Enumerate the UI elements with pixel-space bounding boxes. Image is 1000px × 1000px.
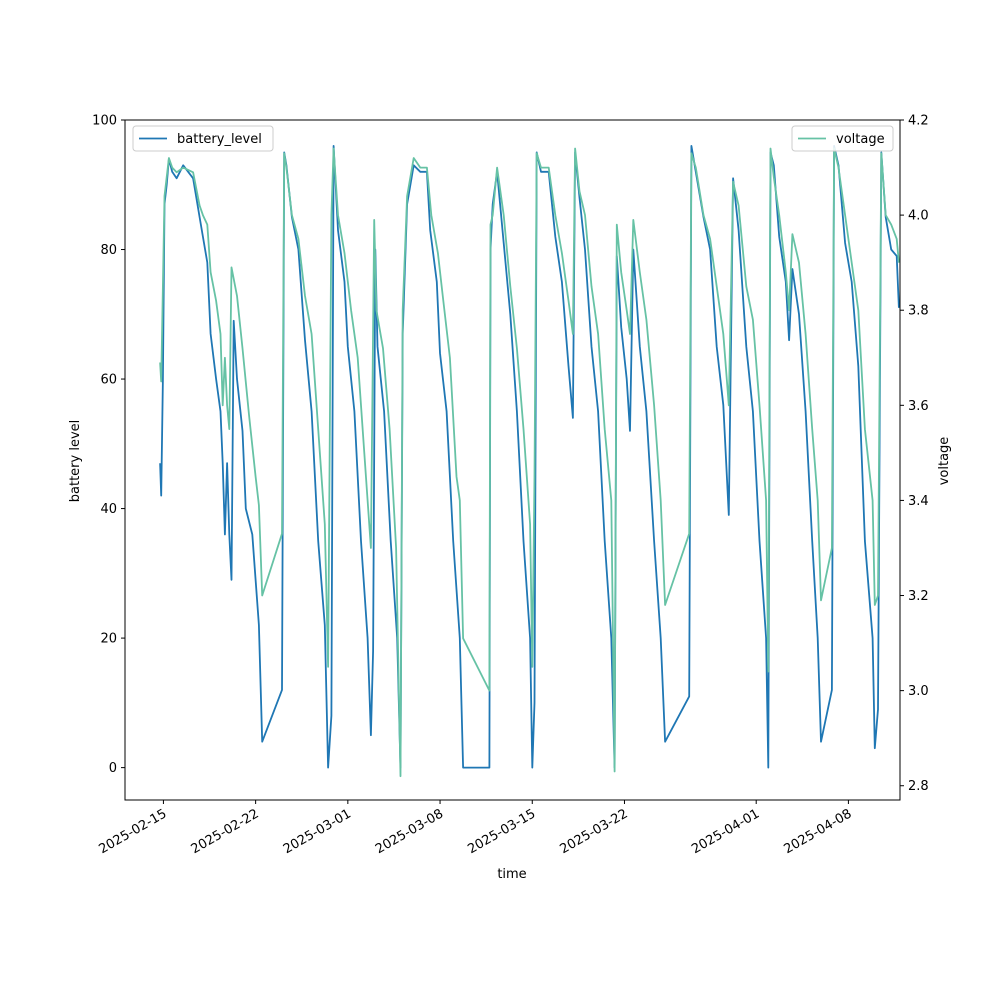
legend-box <box>132 125 274 152</box>
y-left-tick-label: 40 <box>100 502 117 517</box>
legend-label: battery_level <box>177 132 262 147</box>
y-left-tick-label: 20 <box>100 632 117 647</box>
y-right-tick-label: 4.2 <box>908 114 929 129</box>
y-right-tick-label: 3.0 <box>908 684 929 699</box>
y-right-tick-label: 3.4 <box>908 494 929 509</box>
legend-voltage: voltage <box>791 125 894 152</box>
y-right-tick-label: 4.0 <box>908 209 929 224</box>
y-right-tick-label: 3.2 <box>908 589 929 604</box>
y-right-tick-label: 3.6 <box>908 399 929 414</box>
legend-box <box>791 125 894 152</box>
y-axis-left-label: battery level <box>68 420 83 503</box>
y-left-tick-label: 0 <box>109 761 117 776</box>
y-axis-right-label: voltage <box>937 437 952 486</box>
x-axis-label: time <box>497 867 526 882</box>
y-left-tick-label: 100 <box>92 114 117 129</box>
y-left-tick-label: 80 <box>100 243 117 258</box>
plot-frame <box>124 119 901 801</box>
y-left-tick-label: 60 <box>100 373 117 388</box>
legend-battery-level: battery_level <box>132 125 274 152</box>
y-right-tick-label: 3.8 <box>908 304 929 319</box>
y-right-tick-label: 2.8 <box>908 779 929 794</box>
series-line-voltage <box>159 147 900 778</box>
legend-label: voltage <box>836 132 885 147</box>
plot-area <box>159 144 900 778</box>
